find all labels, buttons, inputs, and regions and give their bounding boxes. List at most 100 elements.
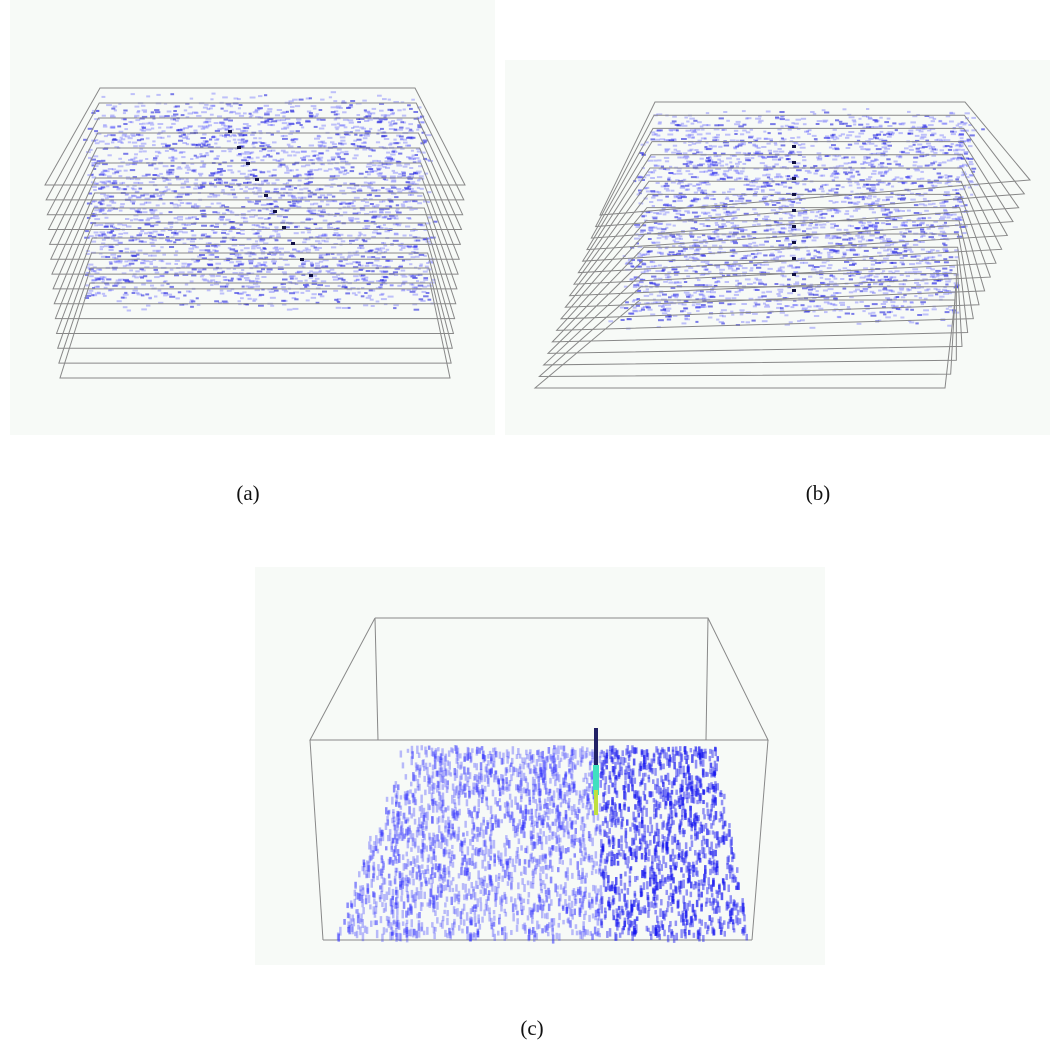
dot: [359, 173, 364, 175]
dot: [243, 182, 248, 184]
dot: [135, 270, 139, 272]
dot: [730, 165, 734, 167]
dot: [646, 190, 651, 192]
dot: [817, 120, 823, 122]
dot: [665, 168, 670, 170]
dot: [928, 203, 932, 205]
dot: [385, 157, 391, 159]
dot: [855, 301, 858, 303]
dot: [315, 263, 320, 265]
dot: [741, 321, 744, 323]
dot: [886, 223, 891, 225]
dot: [678, 210, 681, 212]
dot: [857, 183, 860, 185]
dot: [100, 248, 103, 250]
dot: [171, 232, 176, 234]
dot: [149, 261, 153, 263]
dot: [686, 130, 691, 132]
dot: [294, 298, 298, 300]
dot: [723, 111, 727, 113]
dot: [347, 235, 352, 237]
dot: [243, 142, 247, 144]
dot: [744, 178, 748, 180]
dot: [264, 94, 267, 96]
dot: [924, 257, 929, 259]
dot: [364, 182, 367, 184]
dot: [256, 157, 260, 159]
dot: [914, 295, 917, 297]
dot: [177, 204, 181, 206]
dot: [725, 281, 729, 283]
dot: [288, 189, 293, 191]
dot: [312, 280, 317, 282]
dot: [853, 290, 857, 292]
dot: [656, 213, 662, 215]
dot: [366, 297, 371, 299]
dot: [340, 166, 344, 168]
dot: [125, 194, 129, 196]
dot: [306, 249, 311, 251]
dot: [402, 189, 405, 191]
dot: [742, 130, 746, 132]
dot: [129, 263, 135, 265]
dot: [281, 300, 286, 302]
dot: [677, 200, 683, 202]
dot: [745, 278, 751, 280]
dot: [228, 247, 231, 249]
dot: [411, 150, 414, 152]
dot: [196, 115, 201, 117]
dot: [103, 126, 107, 128]
dot: [150, 124, 154, 126]
dot: [779, 198, 784, 200]
dot: [810, 327, 816, 329]
dot: [708, 306, 713, 308]
dot: [303, 188, 308, 190]
dot: [409, 283, 413, 285]
dot: [391, 187, 396, 189]
dot: [117, 125, 121, 127]
dot: [240, 249, 243, 251]
dot: [341, 279, 345, 281]
dot: [866, 157, 870, 159]
dot: [318, 205, 322, 207]
dot: [944, 222, 947, 224]
dot: [134, 218, 139, 220]
dot: [668, 282, 673, 284]
dot: [426, 262, 429, 264]
dot: [932, 185, 937, 187]
dot: [409, 157, 413, 159]
dot: [286, 182, 289, 184]
dot: [883, 134, 886, 136]
dot: [747, 255, 751, 257]
dot: [228, 210, 233, 212]
dot: [812, 288, 816, 290]
dot: [324, 240, 329, 242]
dot: [137, 208, 141, 210]
dot: [630, 265, 634, 267]
dot: [241, 153, 246, 155]
dot: [684, 292, 690, 294]
dot: [657, 199, 663, 201]
dot: [412, 200, 417, 202]
dot: [964, 153, 968, 155]
dot: [947, 325, 951, 327]
dot: [695, 228, 698, 230]
dot: [409, 234, 412, 236]
dot: [114, 109, 117, 111]
dot: [194, 112, 199, 114]
dot: [815, 215, 818, 217]
dot: [780, 312, 785, 314]
dot: [867, 284, 870, 286]
dot: [273, 200, 277, 202]
dot: [336, 168, 340, 170]
dot: [821, 190, 824, 192]
dot: [215, 256, 219, 258]
dot: [881, 261, 886, 263]
dot: [730, 235, 735, 237]
dot: [214, 139, 218, 141]
dot: [175, 196, 178, 198]
dot: [232, 193, 236, 195]
dot: [376, 204, 380, 206]
dot: [686, 189, 690, 191]
dot: [814, 266, 820, 268]
